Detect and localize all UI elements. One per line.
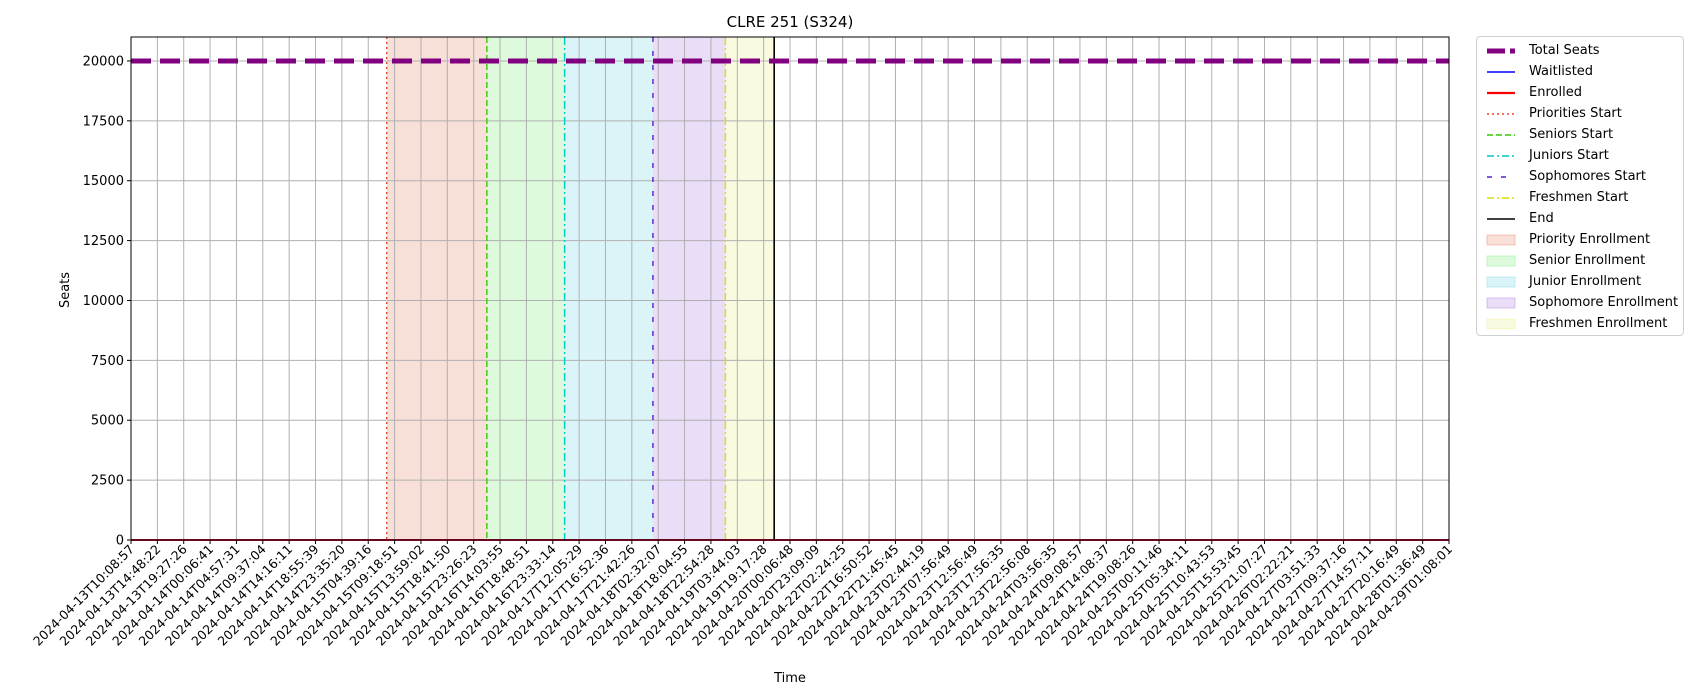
enrollment-span [652,37,726,540]
legend-item: Freshmen Start [1485,188,1681,208]
chart-title: CLRE 251 (S324) [727,13,854,31]
legend-key [1487,197,1515,199]
legend-label: Freshmen Enrollment [1529,316,1668,331]
legend-item: Freshmen Enrollment [1485,314,1681,334]
legend-item: Priority Enrollment [1485,230,1681,250]
legend-key [1487,113,1515,115]
legend-key [1487,91,1515,95]
legend-item: Total Seats [1485,41,1681,61]
legend-label: Sophomore Enrollment [1529,295,1679,310]
legend-item: Senior Enrollment [1485,251,1681,271]
enrollment-spans [386,37,775,540]
legend-key [1486,234,1516,246]
y-tick-label: 2500 [91,474,124,489]
legend-item: Sophomore Enrollment [1485,293,1681,313]
x-axis-ticks: 2024-04-13T10:08:572024-04-13T14:48:2220… [30,540,1455,649]
phase-markers [385,37,775,540]
enrollment-span [564,37,653,540]
y-tick-label: 20000 [83,54,124,69]
y-tick-label: 17500 [83,114,124,129]
legend-label: Sophomores Start [1529,169,1646,184]
legend-item: Enrolled [1485,83,1681,103]
legend-key [1487,155,1515,157]
legend-label: Senior Enrollment [1529,253,1646,268]
legend-label: Enrolled [1529,85,1582,100]
enrollment-span [386,37,487,540]
enrollment-span [725,37,775,540]
y-axis-label: Seats [58,272,73,308]
legend-label: Priority Enrollment [1529,232,1651,247]
legend-key [1486,255,1516,267]
chart-legend: Total Seats Waitlisted Enrolled Priorities … [1476,36,1684,336]
x-axis-label: Time [773,671,806,686]
legend-key [1487,71,1515,73]
y-tick-label: 10000 [83,294,124,309]
legend-item: Priorities Start [1485,104,1681,124]
legend-label: Waitlisted [1529,64,1594,79]
legend-item: Junior Enrollment [1485,272,1681,292]
y-axis-ticks: 0 2500 5000 7500 10000 12500 15000 17500 20000 [83,54,131,549]
y-tick-label: 15000 [83,174,124,189]
legend-key [1486,297,1516,309]
legend-key [1487,134,1515,136]
legend-label: Freshmen Start [1529,190,1629,205]
legend-key [1487,48,1515,54]
legend-label: Priorities Start [1529,106,1622,121]
legend-label: Junior Enrollment [1529,274,1642,289]
legend-key [1486,276,1516,288]
y-tick-label: 7500 [91,354,124,369]
y-tick-label: 5000 [91,414,124,429]
legend-item: Waitlisted [1485,62,1681,82]
legend-key [1487,218,1515,220]
legend-item: End [1485,209,1681,229]
y-tick-label: 12500 [83,234,124,249]
legend-label: End [1529,211,1554,226]
legend-item: Juniors Start [1485,146,1681,166]
legend-label: Seniors Start [1529,127,1614,142]
legend-item: Sophomores Start [1485,167,1681,187]
y-tick-label: 0 [116,534,124,549]
legend-label: Total Seats [1529,43,1600,58]
legend-key [1487,176,1515,178]
legend-key [1486,318,1516,330]
legend-item: Seniors Start [1485,125,1681,145]
legend-label: Juniors Start [1529,148,1609,163]
grid-lines [130,37,1450,541]
